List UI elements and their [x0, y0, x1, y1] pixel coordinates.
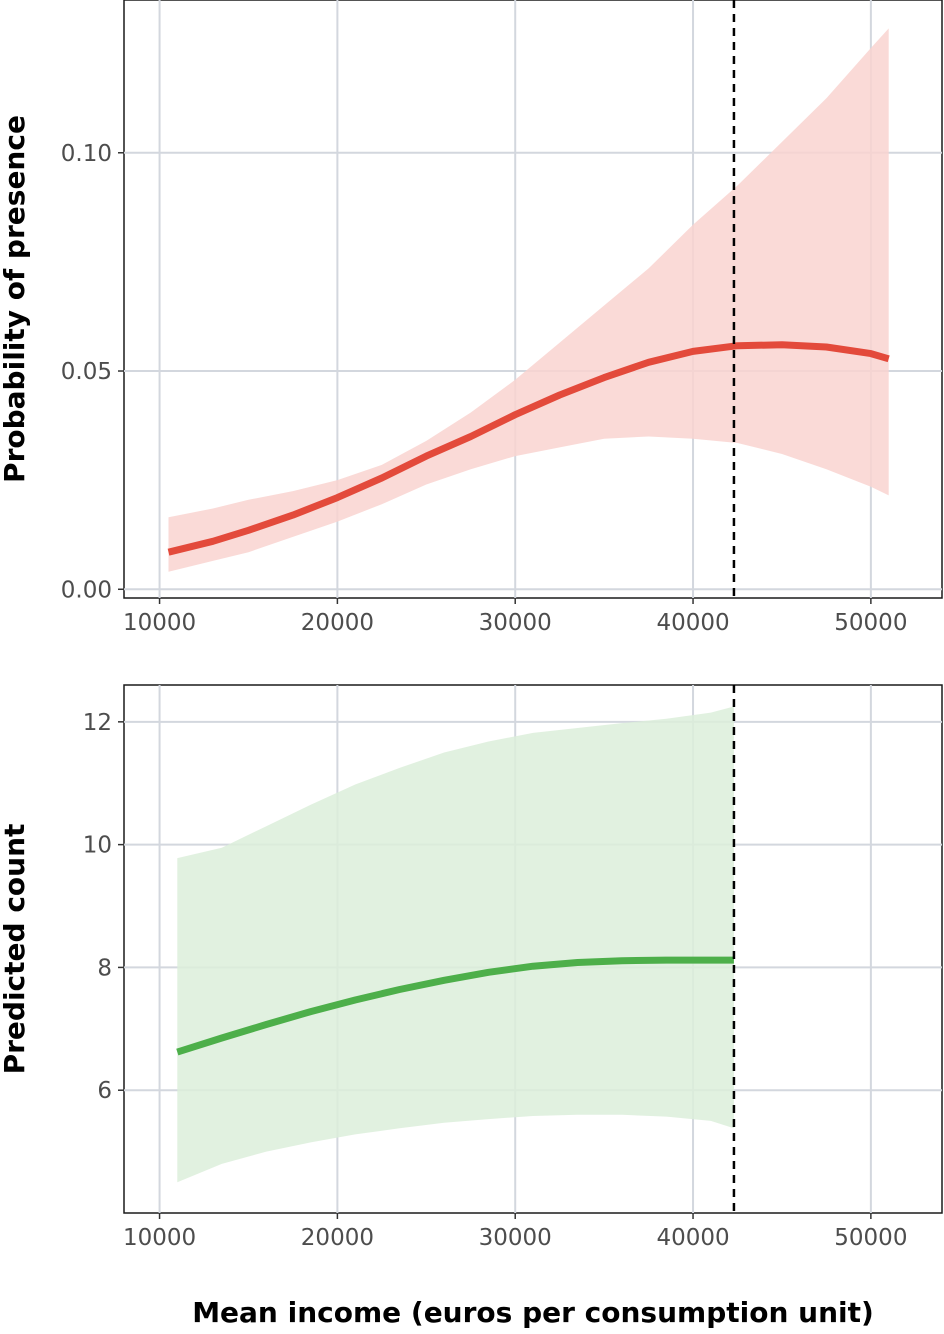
- presence-probability-panel: 0.00 0.05 0.10 10000 20000 30000 40000 50000 P…: [0, 0, 943, 636]
- y-tick-label: 0.00: [61, 577, 112, 603]
- x-tick-label: 30000: [479, 1225, 552, 1251]
- y-tick-label: 8: [97, 955, 112, 981]
- y-tick-labels: 0.00 0.05 0.10: [61, 141, 124, 603]
- x-tick-labels: 10000 20000 30000 40000 50000: [123, 598, 907, 636]
- y-tick-label: 12: [83, 710, 112, 736]
- fitted-line: [167, 341, 890, 556]
- x-tick-label: 10000: [123, 610, 196, 636]
- x-tick-label: 40000: [656, 610, 729, 636]
- y-axis-label: Probability of presence: [0, 115, 31, 483]
- x-axis-label: Mean income (euros per consumption unit): [192, 1296, 874, 1329]
- fitted-line: [176, 956, 734, 1056]
- x-tick-label: 30000: [479, 610, 552, 636]
- confidence-band: [177, 706, 734, 1183]
- predicted-count-panel: 6 8 10 12 10000 20000 30000 40000 50000 Predict…: [0, 684, 943, 1251]
- x-tick-label: 10000: [123, 1225, 196, 1251]
- y-tick-label: 10: [83, 833, 112, 859]
- y-tick-labels: 6 8 10 12: [83, 710, 124, 1104]
- x-tick-label: 40000: [656, 1225, 729, 1251]
- x-tick-label: 20000: [301, 1225, 374, 1251]
- y-tick-label: 6: [97, 1078, 112, 1104]
- x-tick-label: 20000: [301, 610, 374, 636]
- y-tick-label: 0.10: [61, 141, 112, 167]
- x-tick-label: 50000: [834, 610, 907, 636]
- x-tick-labels: 10000 20000 30000 40000 50000: [123, 1213, 907, 1251]
- confidence-band: [168, 28, 889, 572]
- y-axis-label: Predicted count: [0, 824, 31, 1075]
- y-tick-label: 0.05: [61, 359, 112, 385]
- x-tick-label: 50000: [834, 1225, 907, 1251]
